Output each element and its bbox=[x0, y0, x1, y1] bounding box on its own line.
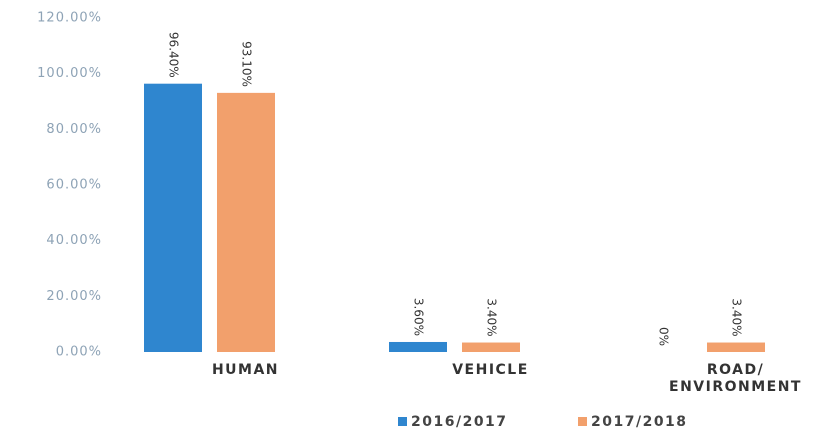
value-label: 3.40% bbox=[730, 298, 744, 336]
value-label: 3.40% bbox=[485, 298, 499, 336]
x-tick-label: ROAD/ ENVIRONMENT bbox=[669, 362, 802, 395]
y-tick-label: 20.00% bbox=[46, 289, 102, 304]
bar bbox=[144, 83, 202, 352]
y-tick-label: 60.00% bbox=[46, 178, 102, 193]
legend-swatch bbox=[398, 417, 407, 426]
y-tick-label: 120.00% bbox=[37, 11, 102, 26]
y-tick-label: 100.00% bbox=[37, 66, 102, 81]
x-tick-label: VEHICLE bbox=[452, 362, 529, 378]
value-label: 0% bbox=[657, 327, 671, 346]
bar bbox=[389, 341, 447, 352]
value-label: 96.40% bbox=[167, 32, 181, 78]
value-label: 93.10% bbox=[240, 41, 254, 87]
legend-label: 2017/2018 bbox=[591, 414, 688, 430]
bar bbox=[462, 342, 520, 352]
bar bbox=[217, 92, 275, 352]
legend-label: 2016/2017 bbox=[411, 414, 508, 430]
bar bbox=[707, 342, 765, 352]
legend-swatch bbox=[578, 417, 587, 426]
value-label: 3.60% bbox=[412, 298, 426, 336]
x-tick-label: HUMAN bbox=[211, 362, 280, 378]
y-tick-label: 80.00% bbox=[46, 122, 102, 137]
y-tick-label: 0.00% bbox=[56, 345, 102, 360]
y-tick-label: 40.00% bbox=[46, 233, 102, 248]
